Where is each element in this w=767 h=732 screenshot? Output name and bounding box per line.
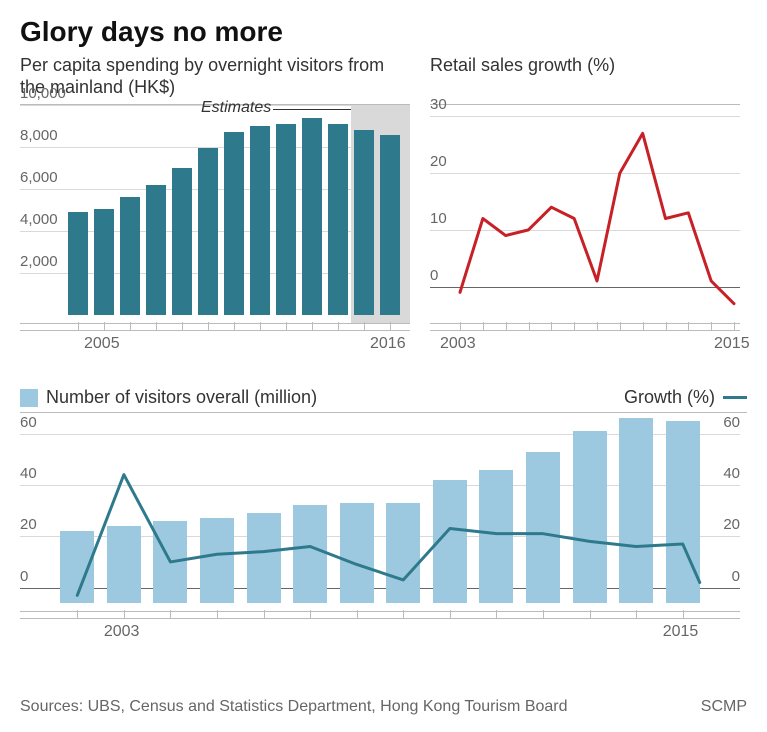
spend-bar <box>328 124 348 315</box>
y-tick-label: 2,000 <box>20 253 58 270</box>
y-tick-label: 10,000 <box>20 85 66 102</box>
x-tick-label: 2015 <box>663 623 699 641</box>
visitors-chart: Number of visitors overall (million) Gro… <box>20 387 747 651</box>
bars-swatch-icon <box>20 389 38 407</box>
spend-bar <box>276 124 296 315</box>
spend-subtitle: Per capita spending by overnight visitor… <box>20 54 410 98</box>
visitors-plot: 02040600204060 <box>20 413 740 603</box>
spend-bar <box>94 209 114 315</box>
spend-bar <box>302 118 322 315</box>
spend-bar <box>354 130 374 315</box>
publisher-text: SCMP <box>701 698 747 716</box>
spend-plot: 2,0004,0006,0008,00010,000Estimates <box>20 105 410 315</box>
y-tick-label: 6,000 <box>20 169 58 186</box>
retail-chart: Retail sales growth (%) 0102030 20032015 <box>430 54 740 363</box>
retail-plot: 0102030 <box>430 105 740 315</box>
retail-x-axis: 20032015 <box>430 315 740 363</box>
estimates-label: Estimates <box>201 99 271 117</box>
x-tick-label: 2015 <box>714 335 750 353</box>
spend-bar <box>380 135 400 315</box>
x-tick-label: 2003 <box>104 623 140 641</box>
visitors-legend: Number of visitors overall (million) Gro… <box>20 387 747 408</box>
spend-chart: Per capita spending by overnight visitor… <box>20 54 410 363</box>
legend-bars-label: Number of visitors overall (million) <box>46 387 317 408</box>
x-tick-label: 2003 <box>440 335 476 353</box>
spend-bar <box>120 197 140 315</box>
spend-bar <box>172 168 192 315</box>
spend-bar <box>224 132 244 315</box>
x-tick-label: 2005 <box>84 335 120 353</box>
sources-row: Sources: UBS, Census and Statistics Depa… <box>20 698 747 716</box>
spend-x-axis: 2005 2016 <box>20 315 410 363</box>
spend-bar <box>146 185 166 315</box>
top-row: Per capita spending by overnight visitor… <box>20 54 747 363</box>
x-tick-label: 2016 <box>370 335 406 353</box>
spend-bar <box>198 148 218 315</box>
y-tick-label: 4,000 <box>20 211 58 228</box>
spend-bar <box>250 126 270 315</box>
y-tick-label: 8,000 <box>20 127 58 144</box>
page-title: Glory days no more <box>20 16 747 48</box>
retail-subtitle: Retail sales growth (%) <box>430 54 740 98</box>
visitors-x-axis: 2003 2015 <box>20 603 740 651</box>
line-swatch-icon <box>723 396 747 399</box>
legend-line-label: Growth (%) <box>624 387 715 408</box>
sources-text: Sources: UBS, Census and Statistics Depa… <box>20 698 568 716</box>
spend-bar <box>68 212 88 315</box>
